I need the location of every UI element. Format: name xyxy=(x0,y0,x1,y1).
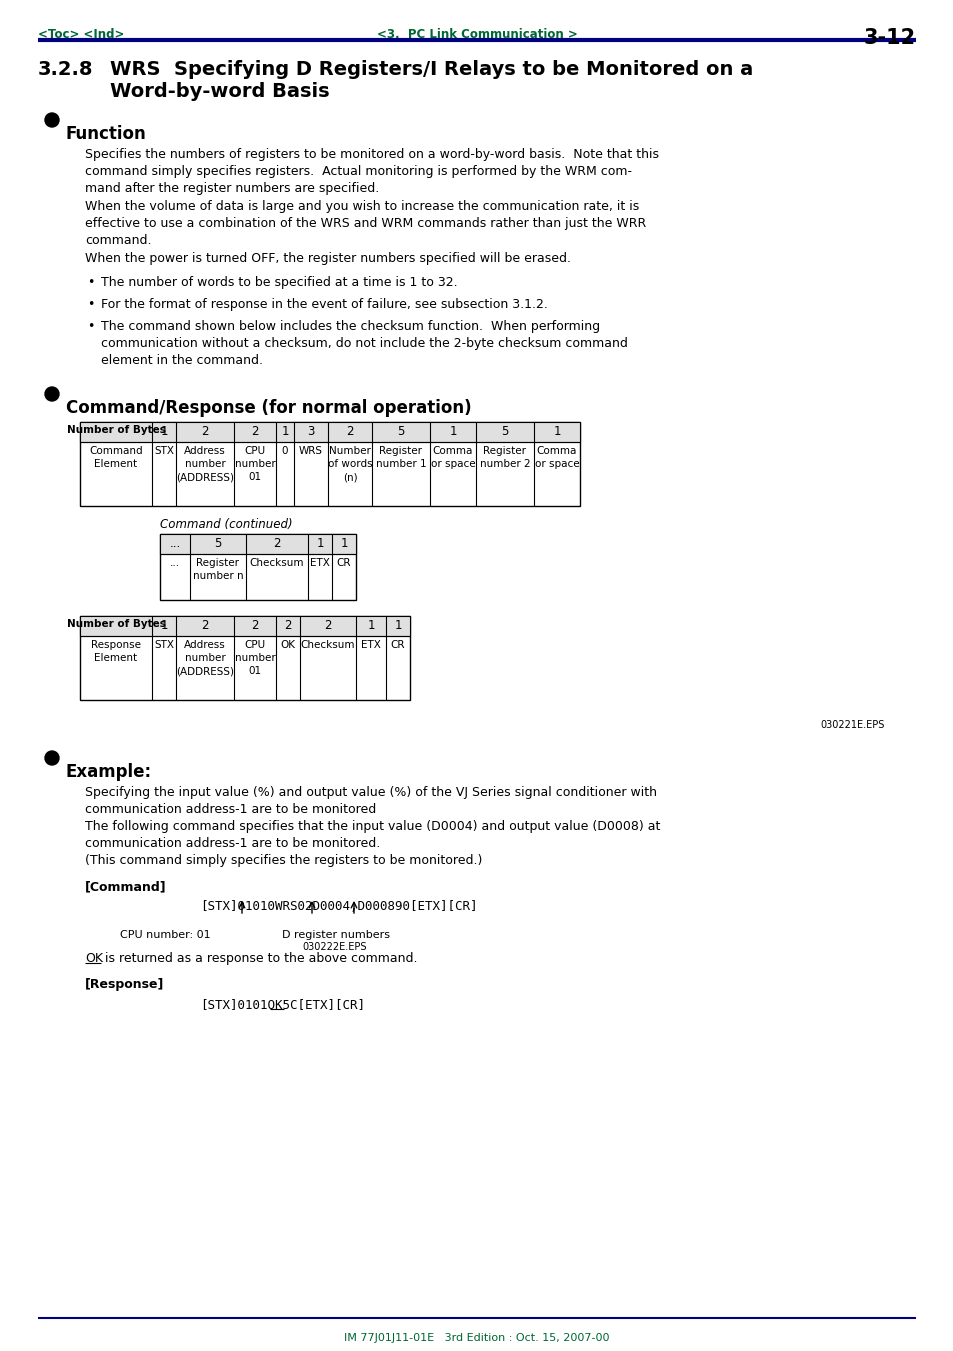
Text: 1: 1 xyxy=(315,536,323,550)
Text: [STX]01010WRS02D0004,D000890[ETX][CR]: [STX]01010WRS02D0004,D000890[ETX][CR] xyxy=(200,900,477,913)
Text: Command
Element: Command Element xyxy=(89,446,143,469)
Text: 3-12: 3-12 xyxy=(863,28,915,49)
Text: (This command simply specifies the registers to be monitored.): (This command simply specifies the regis… xyxy=(85,854,482,867)
Text: Comma
or space: Comma or space xyxy=(430,446,475,469)
Text: is returned as a response to the above command.: is returned as a response to the above c… xyxy=(101,952,417,965)
Bar xyxy=(160,534,355,554)
Text: 3.2.8: 3.2.8 xyxy=(38,59,93,78)
Text: The following command specifies that the input value (D0004) and output value (D: The following command specifies that the… xyxy=(85,820,659,850)
Text: •: • xyxy=(87,299,94,311)
Text: For the format of response in the event of failure, see subsection 3.1.2.: For the format of response in the event … xyxy=(101,299,547,311)
Bar xyxy=(80,616,410,636)
Text: Register
number n: Register number n xyxy=(193,558,243,581)
Text: Command (continued): Command (continued) xyxy=(160,517,293,531)
Text: 2: 2 xyxy=(251,426,258,438)
Text: OK: OK xyxy=(280,640,295,650)
Text: 030221E.EPS: 030221E.EPS xyxy=(820,720,883,730)
Text: 2: 2 xyxy=(201,426,209,438)
Text: Checksum: Checksum xyxy=(300,640,355,650)
Bar xyxy=(80,422,579,507)
Circle shape xyxy=(45,751,59,765)
Text: •: • xyxy=(87,276,94,289)
Text: 0: 0 xyxy=(281,446,288,457)
Text: 1: 1 xyxy=(367,619,375,632)
Circle shape xyxy=(45,113,59,127)
Text: Register
number 2: Register number 2 xyxy=(479,446,530,469)
Text: ...: ... xyxy=(170,558,180,567)
Text: CPU
number
01: CPU number 01 xyxy=(234,640,275,677)
Text: 2: 2 xyxy=(201,619,209,632)
Text: [STX]0101OK5C[ETX][CR]: [STX]0101OK5C[ETX][CR] xyxy=(200,998,365,1011)
Text: Word-by-word Basis: Word-by-word Basis xyxy=(110,82,330,101)
Text: [Command]: [Command] xyxy=(85,880,167,893)
Text: Checksum: Checksum xyxy=(250,558,304,567)
Text: CPU number: 01: CPU number: 01 xyxy=(120,929,211,940)
Bar xyxy=(80,616,410,700)
Text: 030222E.EPS: 030222E.EPS xyxy=(302,942,366,952)
Text: Address
number
(ADDRESS): Address number (ADDRESS) xyxy=(175,446,233,482)
Text: D register numbers: D register numbers xyxy=(282,929,390,940)
Text: Function: Function xyxy=(66,126,147,143)
Text: STX: STX xyxy=(153,640,173,650)
Text: The command shown below includes the checksum function.  When performing
communi: The command shown below includes the che… xyxy=(101,320,627,367)
Text: When the volume of data is large and you wish to increase the communication rate: When the volume of data is large and you… xyxy=(85,200,645,247)
Text: WRS  Specifying D Registers/I Relays to be Monitored on a: WRS Specifying D Registers/I Relays to b… xyxy=(110,59,753,78)
Text: Register
number 1: Register number 1 xyxy=(375,446,426,469)
Text: The number of words to be specified at a time is 1 to 32.: The number of words to be specified at a… xyxy=(101,276,457,289)
Text: Response
Element: Response Element xyxy=(91,640,141,663)
Circle shape xyxy=(45,386,59,401)
Text: 2: 2 xyxy=(251,619,258,632)
Text: CR: CR xyxy=(336,558,351,567)
Text: STX: STX xyxy=(153,446,173,457)
Text: 1: 1 xyxy=(160,619,168,632)
Text: 2: 2 xyxy=(273,536,280,550)
Text: 2: 2 xyxy=(324,619,332,632)
Text: When the power is turned OFF, the register numbers specified will be erased.: When the power is turned OFF, the regist… xyxy=(85,253,571,265)
Text: Address
number
(ADDRESS): Address number (ADDRESS) xyxy=(175,640,233,677)
Text: CR: CR xyxy=(391,640,405,650)
Text: ...: ... xyxy=(170,536,180,550)
Text: 3: 3 xyxy=(307,426,314,438)
Text: <Toc> <Ind>: <Toc> <Ind> xyxy=(38,28,124,41)
Text: 1: 1 xyxy=(553,426,560,438)
Text: [Response]: [Response] xyxy=(85,978,164,992)
Text: ETX: ETX xyxy=(310,558,330,567)
Text: 1: 1 xyxy=(160,426,168,438)
Text: Example:: Example: xyxy=(66,763,152,781)
Text: Number
of words
(n): Number of words (n) xyxy=(327,446,372,482)
Text: 1: 1 xyxy=(449,426,456,438)
Text: Command/Response (for normal operation): Command/Response (for normal operation) xyxy=(66,399,471,417)
Text: IM 77J01J11-01E   3rd Edition : Oct. 15, 2007-00: IM 77J01J11-01E 3rd Edition : Oct. 15, 2… xyxy=(344,1333,609,1343)
Text: Specifies the numbers of registers to be monitored on a word-by-word basis.  Not: Specifies the numbers of registers to be… xyxy=(85,149,659,195)
Bar xyxy=(80,422,579,442)
Text: 2: 2 xyxy=(346,426,354,438)
Text: 1: 1 xyxy=(281,426,289,438)
Text: 5: 5 xyxy=(500,426,508,438)
Text: Comma
or space: Comma or space xyxy=(534,446,578,469)
Text: •: • xyxy=(87,320,94,332)
Bar xyxy=(160,534,355,600)
Text: Number of Bytes: Number of Bytes xyxy=(67,619,165,630)
Text: OK: OK xyxy=(85,952,103,965)
Text: 2: 2 xyxy=(284,619,292,632)
Text: 1: 1 xyxy=(340,536,348,550)
Text: 1: 1 xyxy=(394,619,401,632)
Text: Specifying the input value (%) and output value (%) of the VJ Series signal cond: Specifying the input value (%) and outpu… xyxy=(85,786,657,816)
Text: <3.  PC Link Communication >: <3. PC Link Communication > xyxy=(376,28,577,41)
Text: CPU
number
01: CPU number 01 xyxy=(234,446,275,482)
Text: 5: 5 xyxy=(396,426,404,438)
Text: Number of Bytes: Number of Bytes xyxy=(67,426,165,435)
Text: WRS: WRS xyxy=(298,446,323,457)
Text: ETX: ETX xyxy=(360,640,380,650)
Text: 5: 5 xyxy=(214,536,221,550)
